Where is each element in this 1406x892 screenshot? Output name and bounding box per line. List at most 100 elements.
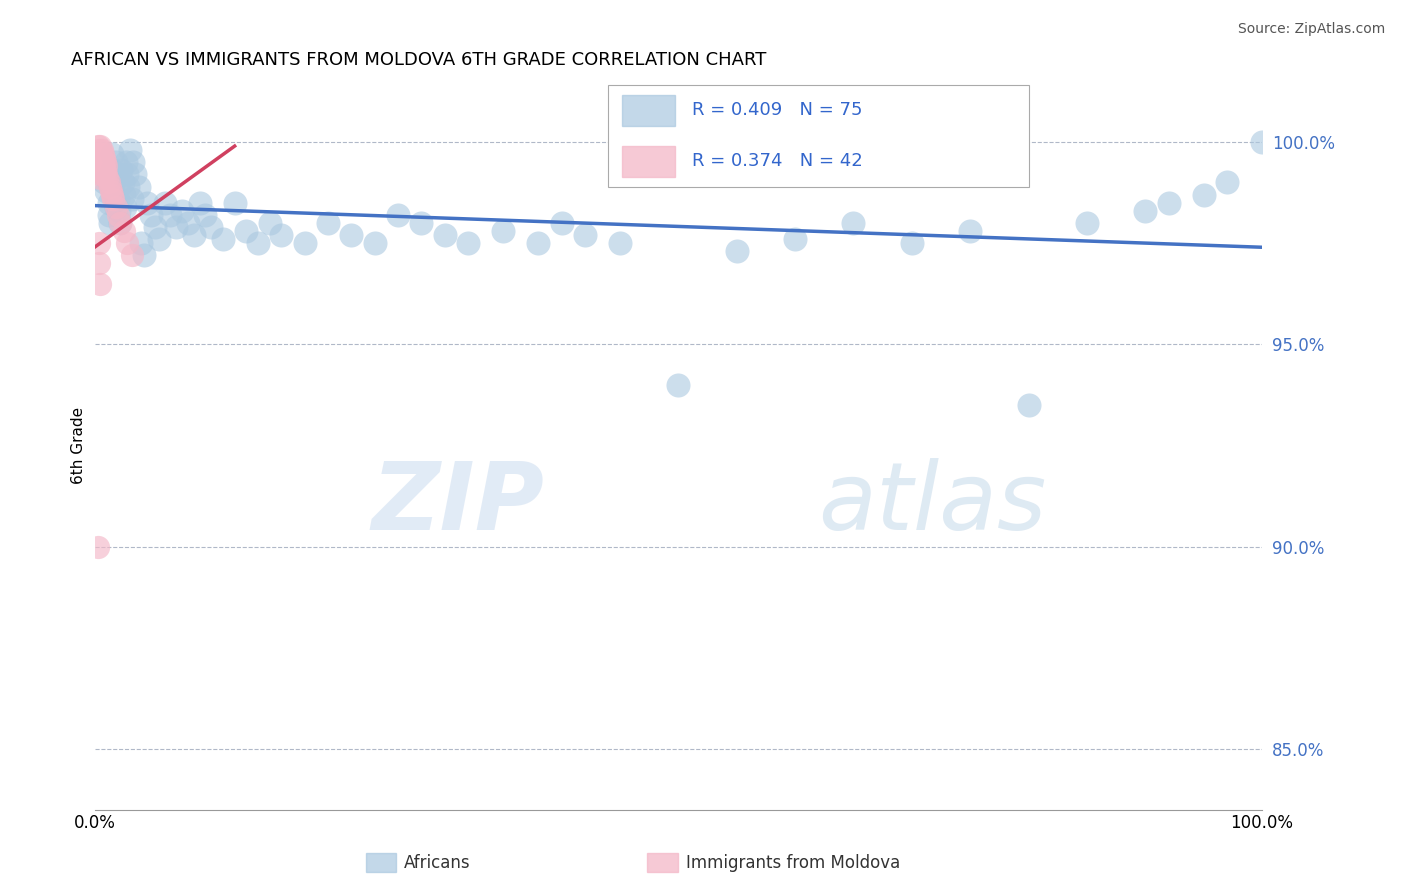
Point: [105, 168, 128, 182]
Point: [842, 216, 865, 230]
Point: [101, 187, 124, 202]
Point: [90, 143, 112, 157]
Point: [128, 179, 150, 194]
Point: [121, 192, 143, 206]
Point: [103, 176, 125, 190]
Text: R = 0.409   N = 75: R = 0.409 N = 75: [692, 102, 863, 120]
Point: [340, 228, 363, 243]
Point: [387, 208, 409, 222]
Point: [235, 224, 257, 238]
Point: [89, 171, 111, 186]
Point: [172, 203, 194, 218]
Point: [94, 163, 117, 178]
Point: [89, 236, 111, 251]
Point: [574, 228, 596, 243]
Text: ZIP: ZIP: [371, 458, 544, 549]
Point: [89, 143, 111, 157]
Point: [1135, 203, 1157, 218]
Point: [1076, 216, 1098, 230]
Point: [783, 232, 806, 246]
Point: [89, 151, 111, 165]
Point: [101, 147, 124, 161]
Point: [457, 236, 479, 251]
Text: Source: ZipAtlas.com: Source: ZipAtlas.com: [1237, 22, 1385, 37]
Point: [411, 216, 433, 230]
Point: [153, 195, 176, 210]
Point: [1192, 187, 1215, 202]
Point: [93, 176, 115, 190]
Point: [159, 208, 181, 222]
Point: [100, 184, 122, 198]
Text: R = 0.374   N = 42: R = 0.374 N = 42: [692, 153, 863, 170]
Point: [136, 195, 159, 210]
Point: [89, 277, 111, 291]
Point: [89, 155, 111, 169]
Point: [111, 176, 134, 190]
Point: [93, 159, 115, 173]
Point: [90, 159, 112, 173]
Point: [94, 155, 117, 169]
Point: [114, 200, 136, 214]
Point: [550, 216, 572, 230]
Point: [129, 236, 152, 251]
Point: [148, 232, 170, 246]
Point: [90, 151, 112, 165]
Point: [177, 216, 200, 230]
Point: [194, 208, 217, 222]
Point: [110, 163, 132, 178]
Point: [132, 248, 155, 262]
Point: [103, 192, 125, 206]
Point: [1251, 135, 1274, 149]
Point: [108, 203, 131, 218]
Point: [121, 248, 143, 262]
Point: [527, 236, 550, 251]
Point: [96, 168, 118, 182]
Point: [188, 195, 211, 210]
Point: [492, 224, 515, 238]
FancyBboxPatch shape: [609, 85, 1029, 187]
Point: [143, 219, 166, 234]
Point: [165, 219, 187, 234]
FancyBboxPatch shape: [623, 146, 675, 177]
Point: [87, 147, 110, 161]
Point: [959, 224, 981, 238]
Point: [96, 184, 118, 198]
Point: [98, 179, 121, 194]
Point: [104, 200, 127, 214]
Point: [110, 216, 132, 230]
Point: [96, 171, 118, 186]
Point: [90, 168, 112, 182]
Point: [122, 155, 145, 169]
Point: [364, 236, 387, 251]
Text: Africans: Africans: [404, 854, 470, 871]
Point: [115, 155, 138, 169]
Point: [725, 244, 748, 259]
Point: [901, 236, 924, 251]
Point: [124, 168, 146, 182]
Point: [87, 540, 110, 554]
Point: [112, 224, 135, 238]
Point: [110, 216, 132, 230]
Point: [117, 236, 139, 251]
Point: [112, 187, 135, 202]
Text: atlas: atlas: [818, 458, 1046, 549]
Text: AFRICAN VS IMMIGRANTS FROM MOLDOVA 6TH GRADE CORRELATION CHART: AFRICAN VS IMMIGRANTS FROM MOLDOVA 6TH G…: [72, 51, 766, 69]
Point: [200, 219, 222, 234]
Point: [1216, 176, 1239, 190]
Point: [98, 216, 121, 230]
Point: [91, 163, 114, 178]
Point: [93, 151, 115, 165]
Point: [91, 147, 114, 161]
Point: [183, 228, 205, 243]
Point: [87, 155, 110, 169]
Point: [224, 195, 246, 210]
Point: [101, 163, 124, 178]
Point: [609, 236, 631, 251]
Point: [107, 208, 129, 222]
Point: [270, 228, 292, 243]
Point: [93, 168, 115, 182]
Point: [316, 216, 339, 230]
Point: [294, 236, 316, 251]
Point: [97, 176, 120, 190]
Point: [103, 187, 125, 202]
